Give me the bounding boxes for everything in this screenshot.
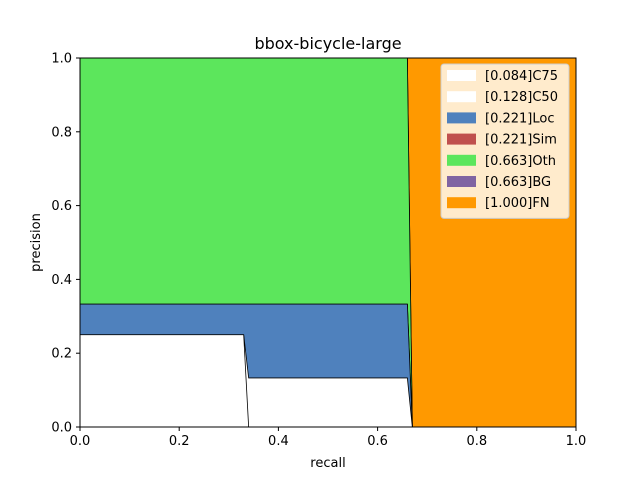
- legend-swatch-0-663-bg: [447, 176, 476, 187]
- y-tick-label: 1.0: [51, 52, 72, 67]
- legend-swatch-0-221-sim: [447, 133, 476, 145]
- plot-frame: [79, 57, 577, 428]
- legend-label: [0.221]Sim: [485, 133, 557, 148]
- legend-label: [0.128]C50: [485, 90, 558, 105]
- legend-label: [0.221]Loc: [485, 111, 554, 126]
- x-tick-label: 0.8: [466, 434, 487, 449]
- x-tick-label: 1.0: [566, 434, 587, 449]
- legend-swatch-0-221-loc: [447, 112, 476, 124]
- legend-swatch-1-000-fn: [447, 197, 476, 209]
- x-tick-label: 0.4: [268, 434, 289, 449]
- y-tick-label: 0.6: [51, 199, 72, 214]
- x-tick-label: 0.6: [367, 434, 388, 449]
- y-tick-label: 0.2: [51, 347, 72, 362]
- x-axis: 0.0 0.2 0.4 0.6 0.8 1.0: [70, 427, 587, 449]
- y-tick-label: 0.4: [51, 273, 72, 288]
- legend-label: [0.663]BG: [485, 175, 551, 190]
- legend-label: [0.663]Oth: [485, 154, 556, 169]
- chart-title: bbox-bicycle-large: [254, 34, 401, 53]
- x-axis-label: recall: [310, 456, 345, 471]
- x-tick-label: 0.0: [70, 434, 91, 449]
- y-tick-label: 0.0: [51, 421, 72, 436]
- legend-swatch-0-084-c75: [447, 70, 476, 81]
- legend: [0.084]C75 [0.128]C50 [0.221]Loc [0.221]Sim…: [440, 63, 570, 219]
- y-axis: 0.0 0.2 0.4 0.6 0.8 1.0: [51, 52, 80, 436]
- legend-swatch-0-128-c50: [447, 91, 476, 103]
- legend-label: [1.000]FN: [485, 196, 550, 211]
- x-tick-label: 0.2: [169, 434, 190, 449]
- y-tick-label: 0.8: [51, 125, 72, 140]
- y-axis-label: precision: [29, 213, 44, 272]
- legend-label: [0.084]C75: [485, 69, 558, 84]
- legend-swatch-0-663-oth: [447, 154, 476, 166]
